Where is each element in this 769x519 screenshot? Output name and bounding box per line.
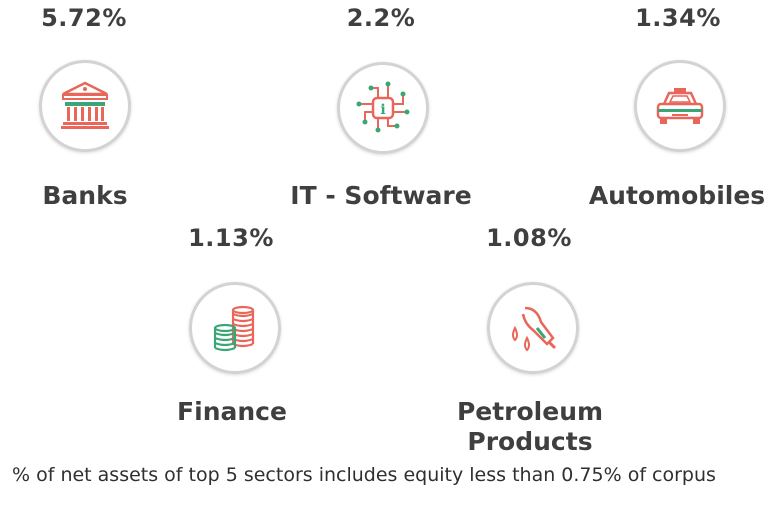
it-software-label: IT - Software: [290, 181, 472, 210]
car-icon: [656, 88, 704, 124]
coin-stack-icon: [213, 305, 255, 352]
circuit-chip-icon: i: [356, 81, 410, 133]
petroleum-products-percent: 1.08%: [486, 224, 572, 252]
finance-label: Finance: [177, 397, 287, 426]
banks-percent: 5.72%: [41, 4, 127, 32]
svg-text:i: i: [380, 102, 385, 118]
bank-icon: [61, 81, 109, 129]
it-software-percent: 2.2%: [346, 4, 416, 32]
banks-icon-badge: [39, 60, 131, 152]
automobiles-icon-badge: [634, 60, 726, 152]
finance-icon-badge: [189, 282, 281, 374]
it-software-icon-badge: i: [337, 62, 429, 154]
petroleum-products-icon-badge: [487, 282, 579, 374]
automobiles-percent: 1.34%: [635, 4, 721, 32]
footnote: % of net assets of top 5 sectors include…: [12, 464, 716, 486]
fuel-nozzle-icon: [512, 306, 557, 352]
finance-percent: 1.13%: [188, 224, 274, 252]
petroleum-products-label: Petroleum Products: [456, 397, 604, 456]
automobiles-label: Automobiles: [588, 181, 766, 210]
banks-label: Banks: [42, 181, 128, 210]
